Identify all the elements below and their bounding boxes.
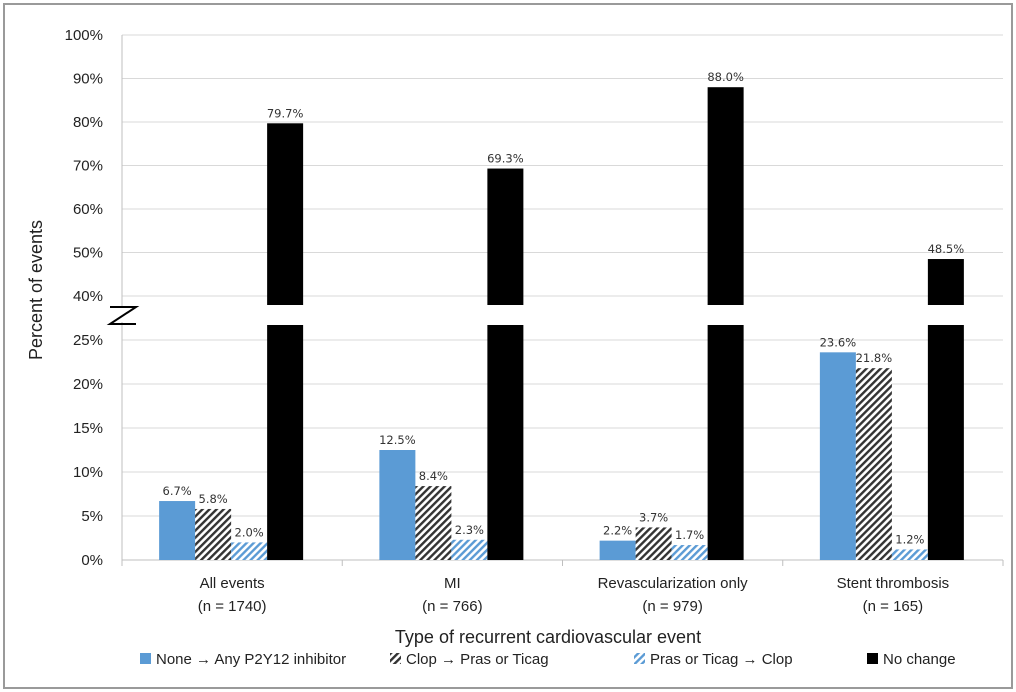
bar [267,123,304,306]
legend-label: Clop → Pras or Ticag [406,651,549,668]
category-label: Revascularization only [598,575,749,592]
y-tick-label: 40% [73,288,103,305]
category-n-label: (n = 766) [422,598,482,615]
data-label: 79.7% [267,106,304,120]
bar [195,508,232,560]
legend-label: No change [883,651,956,668]
y-tick-label: 25% [73,332,103,349]
data-label: 6.7% [163,484,192,498]
data-label: 23.6% [820,335,857,349]
legend-label: None → Any P2Y12 inhibitor [156,651,346,668]
bar [671,545,708,560]
bar-lower-segment [927,325,964,560]
axis-break-symbol [106,306,140,325]
y-tick-label: 5% [81,508,103,525]
y-tick-label: 70% [73,158,103,175]
data-label: 2.3% [455,523,484,537]
data-label: 2.2% [603,524,632,538]
bar [487,168,524,305]
bar [927,259,964,305]
bar-lower-segment [267,325,304,560]
data-label: 8.4% [419,469,448,483]
data-label: 3.7% [639,510,668,524]
bar [819,352,856,560]
data-label: 48.5% [928,242,965,256]
bar [635,527,672,560]
data-label: 69.3% [487,152,524,166]
data-label: 12.5% [379,433,416,447]
data-label: 5.8% [199,492,228,506]
x-axis-title: Type of recurrent cardiovascular event [395,627,701,647]
category-n-label: (n = 1740) [198,598,267,615]
bar [707,87,744,305]
legend-swatch [867,653,878,664]
legend-swatch [634,653,645,664]
bar [415,486,452,560]
data-label: 1.2% [895,532,924,546]
bar [159,501,196,560]
legend-label: Pras or Ticag → Clop [650,651,793,668]
y-tick-label: 60% [73,201,103,218]
y-tick-label: 50% [73,245,103,262]
y-tick-label: 15% [73,420,103,437]
y-tick-label: 100% [65,27,103,44]
bar-lower-segment [707,325,744,560]
bar-lower-segment [487,325,524,560]
bar [891,549,928,560]
bar-chart: 6.7% 5.8% 2.0% 79.7% 12.5% 8.4% 2.3% 69.3% 2.2% 3… [26,27,1004,668]
category-label: All events [200,575,265,592]
y-tick-label: 0% [81,552,103,569]
bar [379,450,416,560]
y-tick-label: 10% [73,464,103,481]
data-label: 88.0% [707,70,744,84]
data-label: 1.7% [675,528,704,542]
y-tick-label: 90% [73,71,103,88]
legend-swatch [140,653,151,664]
category-n-label: (n = 979) [642,598,702,615]
bar [599,540,636,560]
legend-swatch [390,653,401,664]
category-n-label: (n = 165) [863,598,923,615]
data-label: 2.0% [235,525,264,539]
y-tick-label: 80% [73,114,103,131]
data-label: 21.8% [856,351,893,365]
bar [855,368,892,560]
bar [451,539,488,560]
y-axis-title: Percent of events [26,220,46,360]
category-label: Stent thrombosis [837,575,950,592]
y-tick-label: 20% [73,376,103,393]
chart-frame: 6.7% 5.8% 2.0% 79.7% 12.5% 8.4% 2.3% 69.3% 2.2% 3… [3,3,1013,689]
category-label: MI [444,575,461,592]
bar [231,542,268,560]
